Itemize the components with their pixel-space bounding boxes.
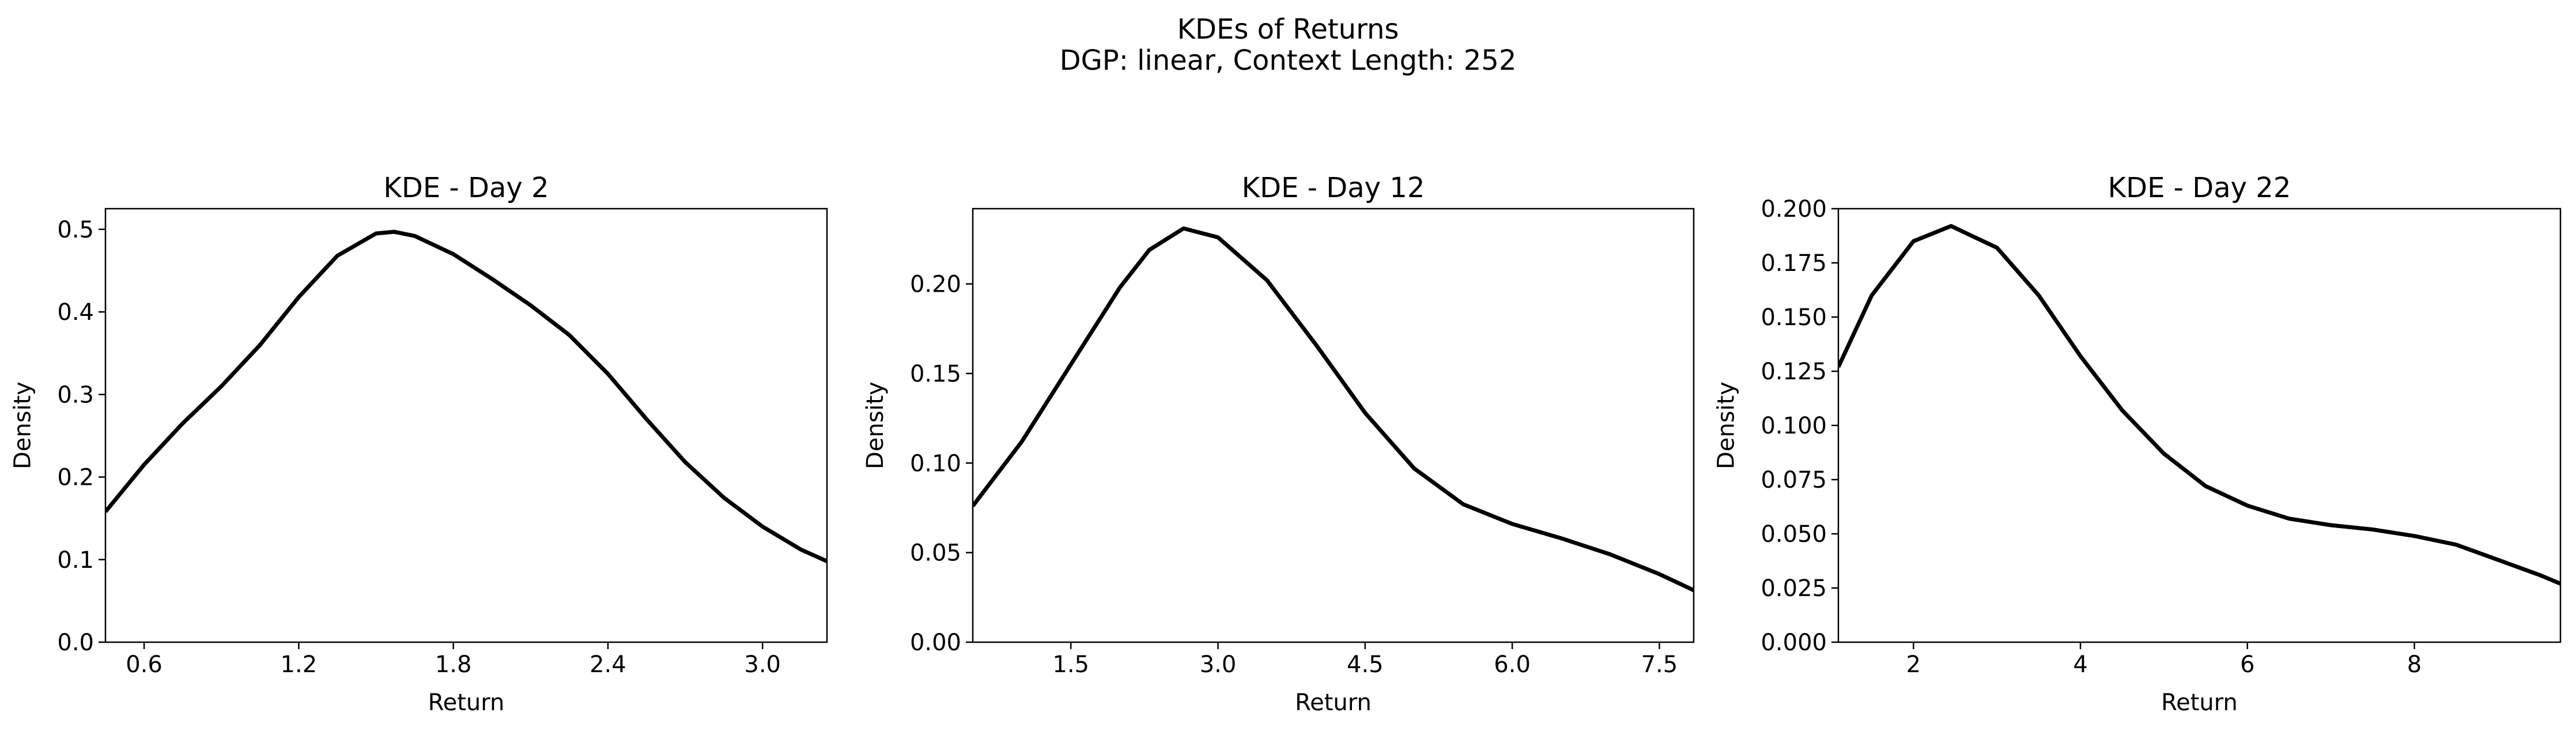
y-tick-label: 0.00 [910,630,961,656]
y-tick-label: 0.10 [910,450,961,477]
y-tick-label: 0.025 [1761,575,1827,602]
x-tick-label: 3.0 [744,651,781,678]
y-tick-label: 0.000 [1761,630,1827,656]
y-tick-label: 0.100 [1761,413,1827,439]
kde-curve [105,229,827,563]
figure-title: KDEs of Returns [1177,13,1399,46]
y-tick-label: 0.125 [1761,359,1827,385]
x-tick-label: 2.4 [590,651,626,678]
y-tick-label: 0.200 [1761,196,1827,223]
y-axis-label: Density [862,382,889,469]
kde-curve [973,226,1694,593]
y-tick-label: 0.5 [57,217,94,243]
x-tick-label: 1.2 [281,651,318,678]
x-tick-label: 8 [2407,651,2422,678]
y-tick-label: 0.175 [1761,250,1827,277]
y-tick-label: 0.0 [57,630,94,656]
x-tick-label: 4 [2073,651,2087,678]
y-tick-label: 0.2 [57,465,94,491]
y-tick-label: 0.050 [1761,521,1827,548]
kde-panel-day-12: KDE - Day 12 1.5 3.0 4.5 6.0 7.5 0.00 0.05 0.10 0… [862,172,1695,716]
x-tick-label: 1.5 [1052,651,1089,678]
plot-frame [1837,208,2562,643]
y-tick-label: 0.05 [910,540,961,567]
x-axis-label: Return [428,689,505,716]
panel-title: KDE - Day 12 [1242,172,1425,204]
kde-panel-day-22: KDE - Day 22 2 4 6 8 0.000 0.025 0.050 0.075 0.10… [1713,172,2562,716]
y-tick-label: 0.075 [1761,467,1827,493]
y-tick-label: 0.4 [57,299,94,326]
x-axis-label: Return [2161,689,2238,716]
x-tick-label: 6 [2240,651,2254,678]
x-tick-label: 0.6 [126,651,163,678]
x-tick-label: 4.5 [1347,651,1384,678]
kde-curve [1838,224,2560,586]
x-tick-label: 7.5 [1641,651,1678,678]
y-axis-label: Density [10,382,36,469]
y-tick-label: 0.1 [57,547,94,574]
x-tick-label: 6.0 [1494,651,1531,678]
y-axis-label: Density [1713,382,1740,469]
panel-title: KDE - Day 22 [2108,172,2291,204]
x-tick-label: 1.8 [435,651,472,678]
panel-title: KDE - Day 2 [383,172,549,204]
x-tick-label: 2 [1906,651,1921,678]
y-tick-label: 0.3 [57,382,94,408]
x-tick-label: 3.0 [1200,651,1237,678]
y-tick-label: 0.20 [910,272,961,298]
kde-panel-day-2: KDE - Day 2 0.6 1.2 1.8 2.4 3.0 0.0 0.1 0.2 0.3 0.… [10,172,828,716]
x-axis-label: Return [1295,689,1372,716]
figure-subtitle: DGP: linear, Context Length: 252 [1059,44,1517,77]
plot-frame [972,208,1695,643]
y-tick-label: 0.150 [1761,304,1827,331]
plot-frame [104,208,828,643]
y-tick-label: 0.15 [910,361,961,387]
